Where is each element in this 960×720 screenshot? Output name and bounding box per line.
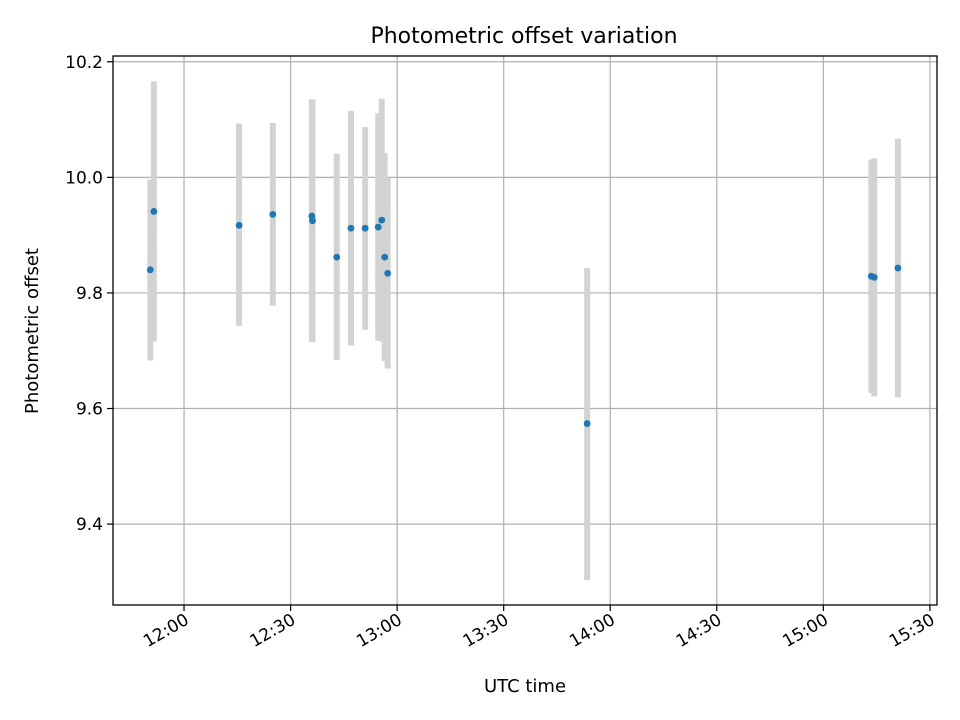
x-tick-label: 13:30	[460, 610, 512, 652]
data-point	[894, 264, 902, 272]
data-point	[381, 253, 389, 261]
x-tick-label: 14:00	[566, 610, 618, 652]
data-point	[333, 253, 341, 261]
data-point	[150, 208, 158, 215]
data-point	[361, 224, 369, 232]
data-point	[378, 216, 386, 224]
x-tick-label: 15:00	[779, 610, 831, 652]
grid	[113, 56, 937, 605]
y-tick-label: 10.2	[65, 53, 103, 73]
data-point	[870, 273, 878, 281]
y-axis-label: Photometric offset	[22, 248, 43, 414]
error-bars	[147, 81, 901, 581]
y-tick-label: 9.4	[76, 515, 103, 535]
data-point	[583, 420, 591, 427]
data-points	[146, 208, 902, 427]
data-point	[347, 224, 355, 232]
x-tick-label: 12:30	[247, 610, 299, 652]
y-tick-label: 9.6	[76, 400, 103, 420]
data-point	[235, 221, 243, 229]
plot-frame	[112, 55, 938, 606]
data-point	[374, 223, 382, 231]
data-point	[309, 217, 316, 225]
data-point	[384, 269, 392, 277]
chart-title: Photometric offset variation	[370, 24, 677, 49]
data-point	[269, 210, 277, 218]
x-tick-label: 14:30	[673, 610, 725, 652]
x-tick-label: 15:30	[886, 610, 938, 652]
x-tick-label: 13:00	[353, 610, 405, 652]
y-axis-ticks: 9.4 9.6 9.8 10.0 10.2	[65, 53, 113, 535]
y-tick-label: 9.8	[76, 284, 103, 304]
data-point	[146, 266, 154, 274]
y-tick-label: 10.0	[65, 168, 103, 188]
x-axis-label: UTC time	[484, 676, 566, 697]
x-axis-ticks: 12:00 12:30 13:00 13:30 14:00 14:30 15:00 15:30	[140, 605, 938, 652]
x-tick-label: 12:00	[140, 610, 192, 652]
